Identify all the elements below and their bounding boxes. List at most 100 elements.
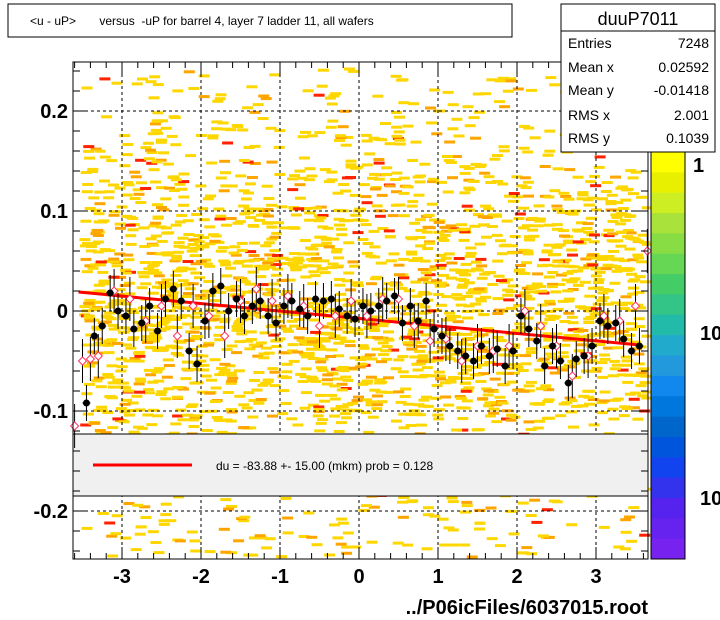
hist-cell xyxy=(114,186,126,190)
hist-cell xyxy=(144,157,155,161)
hist-cell xyxy=(562,271,574,275)
hist-cell xyxy=(614,268,626,272)
hist-cell xyxy=(255,398,267,401)
hist-cell xyxy=(302,342,314,346)
hist-cell xyxy=(233,539,245,543)
hist-cell xyxy=(233,322,244,326)
hist-cell xyxy=(106,534,118,538)
hist-cell xyxy=(542,400,554,403)
hist-cell xyxy=(230,253,242,257)
hist-cell xyxy=(152,111,164,115)
hist-cell xyxy=(498,353,510,357)
hist-cell xyxy=(313,93,325,97)
hist-cell xyxy=(618,307,630,310)
hist-cell xyxy=(485,506,497,510)
hist-cell xyxy=(561,401,573,405)
hist-cell xyxy=(329,414,340,418)
hist-cell xyxy=(413,302,425,306)
hist-cell xyxy=(364,353,376,357)
hist-cell xyxy=(89,421,101,425)
footer-filename: ../P06icFiles/6037015.root xyxy=(406,597,649,619)
hist-cell xyxy=(194,276,205,280)
hist-cell xyxy=(512,87,524,91)
hist-cell xyxy=(476,276,488,280)
hist-cell xyxy=(457,417,469,420)
hist-cell xyxy=(542,332,554,336)
hist-cell xyxy=(248,254,260,257)
hist-cell xyxy=(81,270,93,274)
hist-cell xyxy=(108,260,120,263)
hist-cell xyxy=(621,359,633,363)
hist-cell xyxy=(222,391,234,394)
hist-cell xyxy=(523,306,535,310)
palette-band xyxy=(651,152,685,173)
hist-cell xyxy=(264,253,276,257)
hist-cell xyxy=(521,286,533,290)
profile-filled-point xyxy=(209,287,217,295)
hist-cell xyxy=(187,243,199,246)
hist-cell xyxy=(198,245,210,249)
hist-cell xyxy=(209,400,221,404)
hist-cell xyxy=(637,394,649,398)
hist-cell xyxy=(470,291,482,295)
hist-cell xyxy=(334,223,345,227)
hist-cell xyxy=(356,362,368,366)
hist-cell xyxy=(625,308,637,312)
hist-cell xyxy=(406,375,417,379)
hist-cell xyxy=(325,355,337,358)
hist-cell xyxy=(138,271,149,275)
hist-cell xyxy=(502,278,514,282)
hist-cell xyxy=(478,313,490,317)
hist-cell xyxy=(247,270,259,274)
hist-cell xyxy=(572,240,584,244)
hist-cell xyxy=(394,203,406,207)
hist-cell xyxy=(251,388,263,392)
hist-cell xyxy=(335,405,347,408)
hist-cell xyxy=(618,414,630,418)
hist-cell xyxy=(591,366,603,370)
profile-open-point xyxy=(599,311,609,321)
hist-cell xyxy=(129,197,141,200)
hist-cell xyxy=(358,346,370,350)
hist-cell xyxy=(163,231,175,235)
hist-cell xyxy=(476,290,488,294)
hist-cell xyxy=(185,154,197,158)
hist-cell xyxy=(305,252,317,256)
hist-cell xyxy=(83,364,95,368)
hist-cell xyxy=(349,193,361,197)
hist-cell xyxy=(155,140,167,144)
hist-cell xyxy=(597,375,608,379)
hist-cell xyxy=(603,255,615,258)
hist-cell xyxy=(422,319,434,322)
hist-cell xyxy=(326,170,338,174)
profile-filled-point xyxy=(359,302,367,310)
hist-cell xyxy=(522,180,534,184)
hist-cell xyxy=(180,377,192,381)
hist-cell xyxy=(258,94,270,98)
hist-cell xyxy=(268,259,280,263)
hist-cell xyxy=(582,222,594,226)
hist-cell xyxy=(483,404,494,408)
hist-cell xyxy=(276,555,288,559)
hist-cell xyxy=(119,402,131,406)
hist-cell xyxy=(299,239,311,242)
hist-cell xyxy=(101,115,113,119)
hist-cell xyxy=(199,410,210,414)
hist-cell xyxy=(363,320,375,324)
hist-cell xyxy=(459,191,471,195)
hist-cell xyxy=(620,198,632,202)
hist-cell xyxy=(303,511,315,515)
palette-band xyxy=(651,457,685,479)
hist-cell xyxy=(381,166,393,170)
hist-cell xyxy=(426,121,438,125)
hist-cell xyxy=(566,270,578,273)
hist-cell xyxy=(362,242,374,245)
hist-cell xyxy=(401,307,413,311)
hist-cell xyxy=(142,335,154,339)
hist-cell xyxy=(528,286,540,290)
hist-cell xyxy=(282,329,294,333)
hist-cell xyxy=(351,399,363,403)
stats-label-rms-x: RMS x xyxy=(568,107,610,123)
hist-cell xyxy=(140,187,152,190)
hist-cell xyxy=(620,355,632,359)
